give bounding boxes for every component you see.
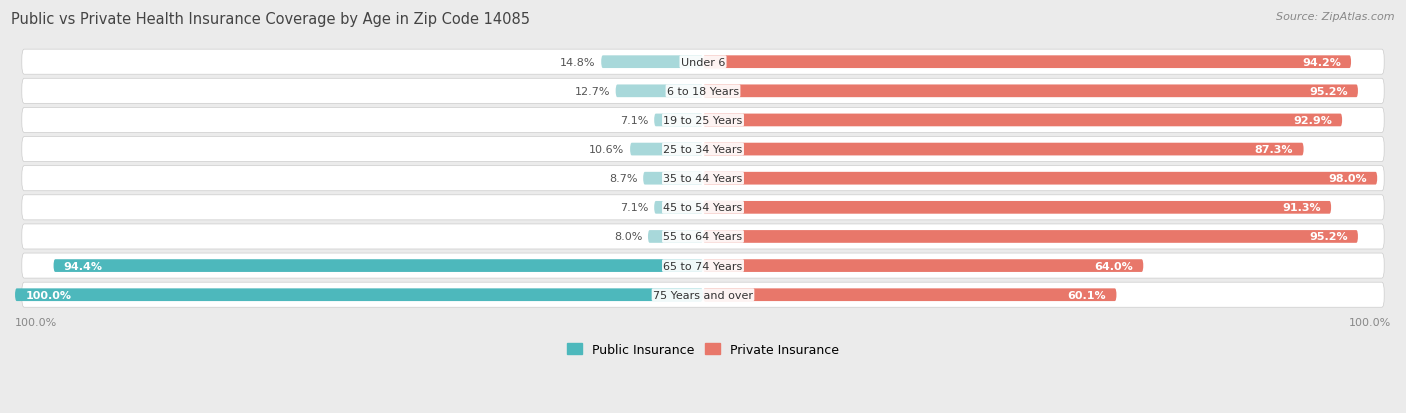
FancyBboxPatch shape <box>703 143 1303 156</box>
FancyBboxPatch shape <box>654 202 703 214</box>
Text: 98.0%: 98.0% <box>1329 174 1367 184</box>
Text: 8.7%: 8.7% <box>609 174 638 184</box>
FancyBboxPatch shape <box>22 254 1384 278</box>
Text: 6 to 18 Years: 6 to 18 Years <box>666 87 740 97</box>
FancyBboxPatch shape <box>703 202 1331 214</box>
Text: 45 to 54 Years: 45 to 54 Years <box>664 203 742 213</box>
Text: 87.3%: 87.3% <box>1254 145 1294 155</box>
Text: 94.2%: 94.2% <box>1302 57 1341 67</box>
Text: 92.9%: 92.9% <box>1294 116 1331 126</box>
FancyBboxPatch shape <box>22 224 1384 249</box>
Text: 19 to 25 Years: 19 to 25 Years <box>664 116 742 126</box>
Text: 64.0%: 64.0% <box>1094 261 1133 271</box>
FancyBboxPatch shape <box>22 108 1384 133</box>
Text: 14.8%: 14.8% <box>560 57 596 67</box>
FancyBboxPatch shape <box>703 114 1343 127</box>
Text: 25 to 34 Years: 25 to 34 Years <box>664 145 742 155</box>
FancyBboxPatch shape <box>630 143 703 156</box>
FancyBboxPatch shape <box>648 230 703 243</box>
Text: 91.3%: 91.3% <box>1282 203 1320 213</box>
Legend: Public Insurance, Private Insurance: Public Insurance, Private Insurance <box>562 338 844 361</box>
Text: 75 Years and over: 75 Years and over <box>652 290 754 300</box>
Text: Public vs Private Health Insurance Coverage by Age in Zip Code 14085: Public vs Private Health Insurance Cover… <box>11 12 530 27</box>
FancyBboxPatch shape <box>22 195 1384 220</box>
Text: 55 to 64 Years: 55 to 64 Years <box>664 232 742 242</box>
Text: 65 to 74 Years: 65 to 74 Years <box>664 261 742 271</box>
FancyBboxPatch shape <box>22 166 1384 191</box>
FancyBboxPatch shape <box>703 260 1143 272</box>
Text: 100.0%: 100.0% <box>15 317 58 327</box>
FancyBboxPatch shape <box>703 230 1358 243</box>
FancyBboxPatch shape <box>703 85 1358 98</box>
Text: 35 to 44 Years: 35 to 44 Years <box>664 174 742 184</box>
FancyBboxPatch shape <box>53 260 703 272</box>
FancyBboxPatch shape <box>15 289 703 301</box>
Text: 12.7%: 12.7% <box>575 87 610 97</box>
Text: 7.1%: 7.1% <box>620 116 648 126</box>
Text: 95.2%: 95.2% <box>1309 87 1348 97</box>
FancyBboxPatch shape <box>703 289 1116 301</box>
Text: 95.2%: 95.2% <box>1309 232 1348 242</box>
FancyBboxPatch shape <box>22 282 1384 308</box>
Text: 7.1%: 7.1% <box>620 203 648 213</box>
FancyBboxPatch shape <box>602 56 703 69</box>
FancyBboxPatch shape <box>22 137 1384 162</box>
FancyBboxPatch shape <box>22 79 1384 104</box>
Text: Source: ZipAtlas.com: Source: ZipAtlas.com <box>1277 12 1395 22</box>
Text: 60.1%: 60.1% <box>1067 290 1107 300</box>
FancyBboxPatch shape <box>643 172 703 185</box>
Text: 100.0%: 100.0% <box>25 290 72 300</box>
Text: 10.6%: 10.6% <box>589 145 624 155</box>
FancyBboxPatch shape <box>654 114 703 127</box>
FancyBboxPatch shape <box>22 50 1384 75</box>
Text: 8.0%: 8.0% <box>614 232 643 242</box>
FancyBboxPatch shape <box>616 85 703 98</box>
FancyBboxPatch shape <box>703 172 1378 185</box>
Text: Under 6: Under 6 <box>681 57 725 67</box>
Text: 100.0%: 100.0% <box>1348 317 1391 327</box>
FancyBboxPatch shape <box>703 56 1351 69</box>
Text: 94.4%: 94.4% <box>63 261 103 271</box>
